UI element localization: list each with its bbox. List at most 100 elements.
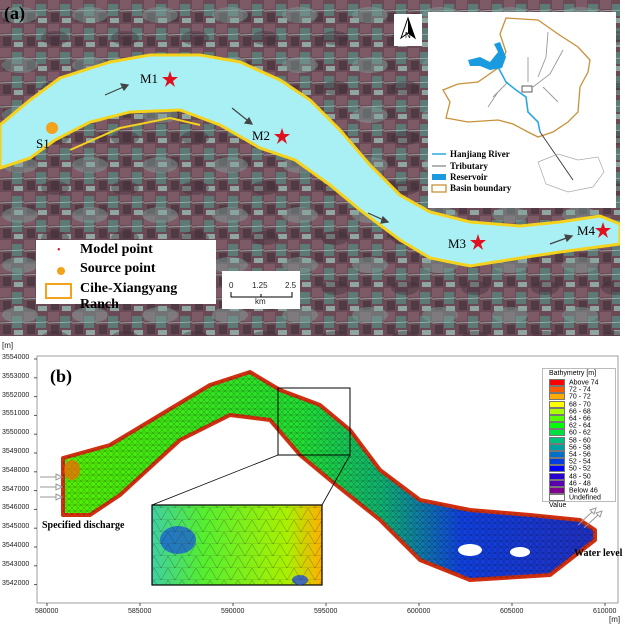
label-m1: M1 xyxy=(140,71,159,86)
legend-item-label: 48 - 50 xyxy=(569,472,591,480)
model-point-m3 xyxy=(470,234,486,250)
panel-a-satellite-map: (a) M1 M2 M3 M4 S1 N Hanjiang R xyxy=(0,0,622,336)
bathymetry-legend-item: 56 - 58 xyxy=(549,443,591,452)
y-tick-label: 3551000 xyxy=(2,410,30,418)
basin-boundary xyxy=(442,17,591,138)
y-axis-ticks xyxy=(34,358,37,586)
bathymetry-legend-item: 70 - 72 xyxy=(549,393,591,401)
inset-legend-reservoir: Reservoir xyxy=(450,172,488,182)
inset-legend-basin: Basin boundary xyxy=(450,183,512,193)
reservoir-shape xyxy=(468,42,506,70)
label-m4: M4 xyxy=(577,223,596,238)
zoom-region-box xyxy=(277,387,351,456)
legend-swatch xyxy=(549,429,565,437)
legend-swatch xyxy=(549,451,565,458)
model-point-marker-icon: • xyxy=(57,245,61,256)
legend-item-label: 54 - 56 xyxy=(569,451,591,459)
source-point-s1 xyxy=(46,122,58,134)
legend-item-label: 60 - 62 xyxy=(569,429,591,437)
label-m2: M2 xyxy=(252,128,271,143)
x-tick-label: 595000 xyxy=(314,608,338,615)
inset-legend-river: Hanjiang River xyxy=(450,149,510,159)
y-axis-unit: [m] xyxy=(2,341,14,350)
legend-item-label: Above 74 xyxy=(569,379,599,387)
label-m3: M3 xyxy=(448,236,467,251)
panel-a-label: (a) xyxy=(4,3,25,23)
y-tick-label: 3552000 xyxy=(2,391,30,399)
y-tick-label: 3544000 xyxy=(2,542,30,549)
bathymetry-legend: Bathymetry [m] Above 74 72 - 74 70 - 72 68 … xyxy=(542,368,616,509)
inset-legend-tributary: Tributary xyxy=(450,161,488,171)
y-tick-label: 3554000 xyxy=(2,354,30,361)
legend-item-label: 62 - 64 xyxy=(569,422,591,430)
model-point-m1 xyxy=(162,71,178,87)
legend-swatch xyxy=(549,479,565,487)
x-tick-label: 585000 xyxy=(128,608,152,615)
panel-b-mesh-bathymetry: (b) Specified discharge Water level [m] … xyxy=(0,340,628,640)
bathymetry-legend-title: Bathymetry [m] xyxy=(549,370,597,377)
legend-item-label: Below 46 xyxy=(569,487,598,495)
model-point-m4 xyxy=(595,222,611,238)
x-tick-label: 590000 xyxy=(221,608,245,615)
north-arrow-icon xyxy=(400,16,416,40)
bathymetry-legend-item: 52 - 54 xyxy=(549,458,591,466)
mesh-zoom-inset xyxy=(151,504,323,586)
scale-bar-line xyxy=(230,292,293,298)
legend-item-label: 64 - 66 xyxy=(569,415,591,423)
legend-item-label: Undefined Value xyxy=(549,494,601,509)
scale-tick-0: 0 xyxy=(229,281,234,290)
model-points xyxy=(162,71,611,250)
bathymetry-legend-item: Below 46 xyxy=(549,487,598,495)
legend-item-label: 50 - 52 xyxy=(569,465,591,473)
legend-source-point: Source point xyxy=(80,261,156,276)
x-axis-unit: [m] xyxy=(609,615,621,624)
bathymetry-legend-item: 68 - 70 xyxy=(549,400,591,409)
x-axis-ticks xyxy=(46,603,606,606)
legend-swatch xyxy=(549,465,565,473)
bathymetry-legend-item: 66 - 68 xyxy=(549,407,591,416)
bathymetry-legend-item: 46 - 48 xyxy=(549,479,591,488)
scale-tick-1: 1.25 xyxy=(252,281,268,290)
legend-swatch xyxy=(549,422,565,430)
legend-swatch xyxy=(549,494,565,502)
bathymetry-legend-item: Undefined Value xyxy=(549,494,615,509)
legend-swatch xyxy=(549,436,565,444)
legend-swatch xyxy=(549,400,565,408)
label-s1: S1 xyxy=(36,136,50,151)
bathymetry-legend-item: 48 - 50 xyxy=(549,472,591,481)
bathymetry-legend-item: 72 - 74 xyxy=(549,386,591,394)
bathymetry-legend-item: 60 - 62 xyxy=(549,429,591,437)
y-tick-label: 3543000 xyxy=(2,560,30,568)
legend-item-label: 66 - 68 xyxy=(569,408,591,416)
legend-swatch xyxy=(549,458,565,466)
legend-item-label: 70 - 72 xyxy=(569,393,591,401)
panel-b-label: (b) xyxy=(50,366,72,386)
y-tick-label: 3553000 xyxy=(2,372,30,380)
legend-model-point: Model point xyxy=(80,242,153,257)
bathymetry-legend-item: 50 - 52 xyxy=(549,465,591,473)
bathymetry-legend-item: Above 74 xyxy=(549,379,599,387)
north-label: N xyxy=(405,31,411,40)
y-tick-label: 3550000 xyxy=(2,429,30,437)
legend-ranch: Cihe-Xiangyang Ranch xyxy=(80,281,178,312)
y-tick-label: 3545000 xyxy=(2,523,30,531)
y-tick-label: 3548000 xyxy=(2,466,30,474)
outflow-arrows xyxy=(577,507,603,529)
legend-swatch xyxy=(549,415,565,422)
x-tick-label: 610000 xyxy=(593,608,617,615)
scale-bar: 0 1.25 2.5 km xyxy=(222,271,300,309)
legend-item-label: 58 - 60 xyxy=(569,436,591,444)
basin-map xyxy=(431,17,605,193)
legend-swatch xyxy=(549,379,565,386)
scale-unit: km xyxy=(255,297,266,306)
ranch-boundary-swatch xyxy=(45,283,72,299)
legend-swatch xyxy=(549,393,565,401)
flow-arrows xyxy=(104,83,574,245)
legend-swatch xyxy=(549,407,565,415)
legend-swatch xyxy=(549,386,565,394)
x-tick-label: 605000 xyxy=(500,608,524,615)
legend-swatch xyxy=(549,443,565,451)
legend-item-label: 52 - 54 xyxy=(569,458,591,466)
north-arrow: N xyxy=(394,14,422,46)
